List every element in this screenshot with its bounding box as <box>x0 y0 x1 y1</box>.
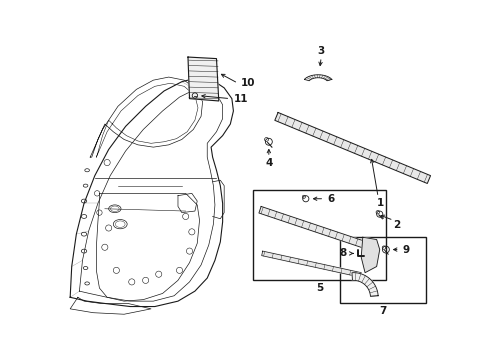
Text: 8: 8 <box>340 248 346 258</box>
Text: 10: 10 <box>241 78 256 88</box>
Text: 3: 3 <box>318 46 325 56</box>
Polygon shape <box>259 206 367 248</box>
Bar <box>340 237 426 303</box>
Text: 9: 9 <box>403 244 410 255</box>
Polygon shape <box>352 273 378 296</box>
Text: 1: 1 <box>377 198 384 208</box>
Text: 6: 6 <box>327 194 335 204</box>
Polygon shape <box>361 237 380 273</box>
Polygon shape <box>275 112 431 184</box>
Polygon shape <box>304 75 332 81</box>
Text: 4: 4 <box>265 158 272 168</box>
Text: 7: 7 <box>379 306 387 316</box>
Polygon shape <box>188 57 219 101</box>
Text: 5: 5 <box>316 283 323 293</box>
Polygon shape <box>262 251 361 277</box>
Text: 11: 11 <box>233 94 248 104</box>
Bar <box>253 189 386 280</box>
Text: 2: 2 <box>393 220 400 230</box>
